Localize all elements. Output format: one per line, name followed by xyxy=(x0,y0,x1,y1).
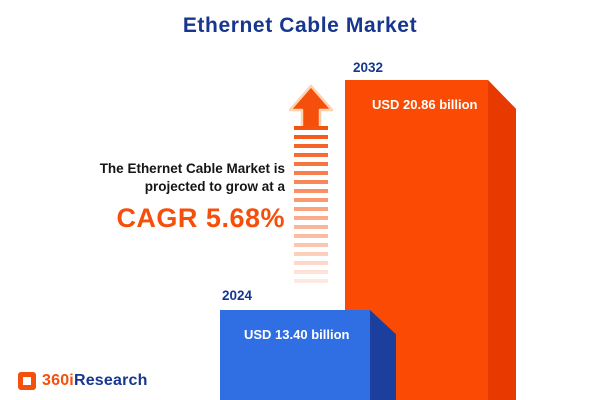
logo-text-research: Research xyxy=(73,372,148,389)
cagr-value: CAGR 5.68% xyxy=(116,203,285,233)
value-label-2024: USD 13.40 billion xyxy=(244,327,350,342)
bar-2024 xyxy=(220,310,370,400)
arrow-shaft-stripes xyxy=(294,126,328,288)
year-label-2032: 2032 xyxy=(353,60,384,75)
description-line-2: projected to grow at a xyxy=(144,179,285,194)
description-block: The Ethernet Cable Market is projected t… xyxy=(40,160,285,234)
description-line-1: The Ethernet Cable Market is xyxy=(99,161,285,176)
arrow-head-icon xyxy=(288,84,334,130)
logo-text-360i: 360i xyxy=(42,372,74,389)
bar-2032-side-face xyxy=(488,80,516,400)
value-label-2032: USD 20.86 billion xyxy=(372,97,478,112)
logo: 360iResearch xyxy=(18,372,148,390)
year-label-2024: 2024 xyxy=(222,288,253,303)
logo-text: 360iResearch xyxy=(42,372,148,390)
growth-arrow-icon xyxy=(288,84,334,290)
logo-square-icon xyxy=(18,372,36,390)
page-title: Ethernet Cable Market xyxy=(182,14,418,37)
